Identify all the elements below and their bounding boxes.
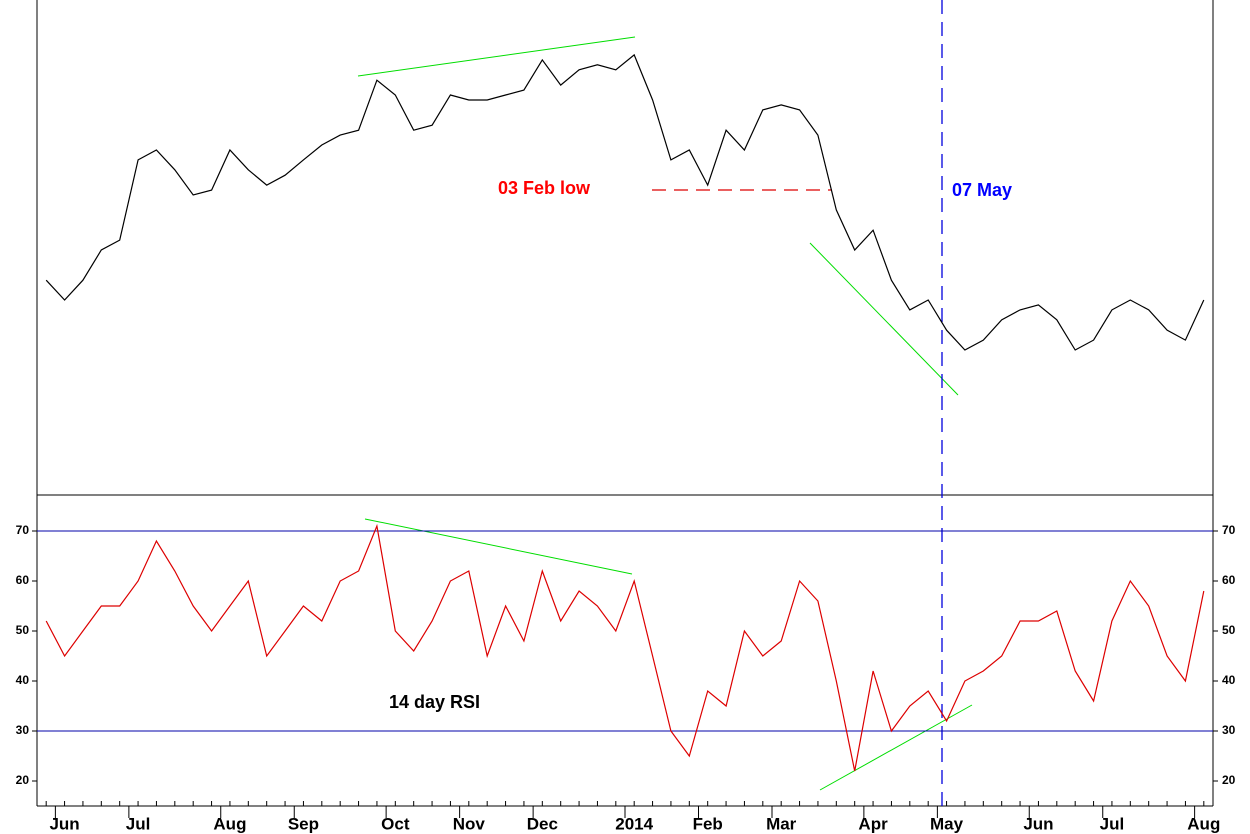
- trend-line: [809, 242, 959, 396]
- y-tick-label: 60: [16, 573, 30, 587]
- y-tick-label: 40: [16, 673, 30, 687]
- y-tick-label: 40: [1222, 673, 1236, 687]
- x-tick-label: Sep: [288, 814, 319, 833]
- y-tick-label: 70: [16, 523, 30, 537]
- y-tick-label: 30: [1222, 723, 1236, 737]
- trend-line: [819, 704, 973, 791]
- data-line: [45, 523, 1205, 772]
- y-tick-label: 70: [1222, 523, 1236, 537]
- trend-line: [357, 36, 636, 77]
- y-tick-label: 20: [1222, 773, 1236, 787]
- annotation: 07 May: [952, 180, 1012, 200]
- x-tick-label: Jul: [1100, 814, 1125, 833]
- x-tick-label: Jul: [126, 814, 151, 833]
- x-tick-label: Oct: [381, 814, 410, 833]
- x-tick-label: Jun: [1023, 814, 1053, 833]
- trend-line: [364, 518, 633, 575]
- y-tick-label: 30: [16, 723, 30, 737]
- x-tick-label: Aug: [1187, 814, 1220, 833]
- y-tick-label: 50: [16, 623, 30, 637]
- y-tick-label: 60: [1222, 573, 1236, 587]
- x-tick-label: Mar: [766, 814, 797, 833]
- x-tick-label: Nov: [453, 814, 486, 833]
- x-tick-label: Dec: [527, 814, 558, 833]
- annotation: 03 Feb low: [498, 178, 591, 198]
- x-tick-label: Apr: [858, 814, 888, 833]
- x-tick-label: May: [930, 814, 964, 833]
- annotation: 14 day RSI: [389, 692, 480, 712]
- y-tick-label: 20: [16, 773, 30, 787]
- x-tick-label: Aug: [213, 814, 246, 833]
- x-tick-label: 2014: [615, 814, 653, 833]
- y-tick-label: 50: [1222, 623, 1236, 637]
- x-tick-label: Feb: [693, 814, 723, 833]
- x-tick-label: Jun: [49, 814, 79, 833]
- data-line: [45, 53, 1205, 351]
